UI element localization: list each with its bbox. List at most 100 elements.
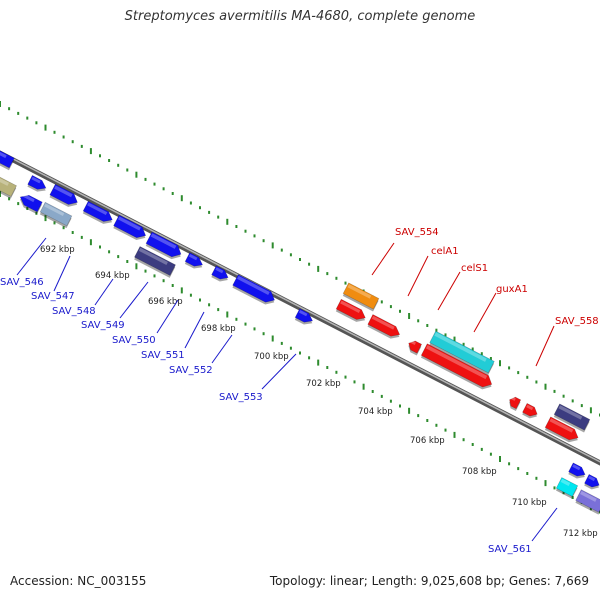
tick-mark [244, 322, 247, 326]
gene-feature[interactable] [544, 416, 581, 446]
tick-mark [217, 215, 220, 219]
gene-feature[interactable] [17, 192, 43, 215]
tick-mark [444, 428, 447, 432]
tick-mark [408, 313, 411, 319]
gene-label-sav-561[interactable]: SAV_561 [488, 544, 532, 555]
gene-feature[interactable] [113, 214, 150, 243]
gene-feature[interactable] [82, 200, 115, 227]
gene-label-sav-551[interactable]: SAV_551 [141, 350, 185, 361]
gene-feature[interactable] [429, 330, 495, 376]
tick-mark [235, 317, 238, 321]
tick-mark [126, 260, 129, 263]
tick-mark [544, 383, 547, 390]
gene-label-sav-550[interactable]: SAV_550 [112, 335, 156, 346]
tick-mark [271, 335, 274, 342]
tick-mark [480, 352, 483, 356]
tick-mark [144, 177, 147, 181]
gene-feature[interactable] [211, 265, 232, 285]
gene-label-sav-546[interactable]: SAV_546 [0, 277, 44, 288]
tick-mark [53, 130, 56, 134]
tick-labels: 692 kbp 694 kbp 696 kbp 698 kbp 700 kbp … [40, 245, 598, 539]
tick-mark [0, 191, 1, 197]
tick-mark [162, 187, 165, 191]
map-title: Streptomyces avermitilis MA-4680, comple… [124, 9, 476, 24]
gene-feature[interactable] [133, 246, 176, 278]
tick-mark [180, 287, 183, 294]
gene-feature[interactable] [583, 473, 600, 492]
gene-label-cels1[interactable]: celS1 [461, 263, 488, 274]
gene-labels[interactable]: SAV_546 SAV_547 SAV_548 SAV_549 SAV_550 … [0, 227, 599, 555]
gene-feature[interactable] [367, 314, 403, 342]
tick-mark [417, 319, 420, 323]
tick-mark [253, 327, 256, 331]
gene-feature[interactable] [342, 282, 380, 312]
tick-mark [299, 258, 301, 261]
gene-feature[interactable] [294, 308, 315, 328]
gene-feature[interactable] [39, 201, 73, 229]
tick-mark [399, 309, 401, 313]
tick-mark [144, 269, 147, 273]
gene-feature[interactable] [145, 231, 185, 262]
genome-backbone [0, 150, 600, 466]
tick-mark [189, 201, 192, 205]
tick-label: 698 kbp [201, 324, 236, 334]
gene-feature[interactable] [568, 462, 589, 482]
gene-feature[interactable] [0, 175, 17, 199]
tick-mark [471, 443, 474, 446]
tick-label: 700 kbp [254, 352, 289, 362]
gene-feature[interactable] [553, 403, 591, 433]
gene-label-sav-549[interactable]: SAV_549 [81, 320, 125, 331]
tick-mark [499, 360, 501, 367]
tick-mark [108, 159, 111, 162]
gene-label-sav-552[interactable]: SAV_552 [169, 365, 213, 376]
tick-mark [126, 168, 129, 172]
tick-mark [80, 144, 83, 148]
tick-mark [462, 342, 465, 346]
gene-feature[interactable] [27, 175, 49, 194]
gene-label-guxa1[interactable]: guxA1 [496, 284, 528, 295]
tick-mark [326, 272, 329, 276]
tick-mark [389, 399, 392, 403]
gene-label-sav-554[interactable]: SAV_554 [395, 227, 439, 238]
gene-feature[interactable] [0, 147, 15, 171]
tick-mark [271, 242, 274, 249]
gene-feature[interactable] [521, 402, 540, 421]
tick-mark [535, 380, 538, 384]
tick-mark [526, 375, 529, 379]
tick-mark [135, 171, 138, 178]
tick-mark [62, 135, 65, 139]
gene-features[interactable] [0, 147, 600, 515]
tick-tracks [0, 101, 600, 514]
tick-mark [0, 101, 1, 107]
gene-feature[interactable] [555, 477, 579, 499]
gene-label-sav-547[interactable]: SAV_547 [31, 291, 75, 302]
gene-label-cela1[interactable]: celA1 [431, 246, 459, 257]
tick-mark [71, 140, 74, 144]
label-leader-lines [16, 237, 558, 542]
tick-mark [289, 346, 292, 350]
tick-mark [435, 328, 438, 332]
gene-label-sav-553[interactable]: SAV_553 [219, 392, 263, 403]
gene-feature[interactable] [506, 395, 522, 412]
tick-mark [162, 279, 165, 283]
tick-mark [26, 116, 29, 120]
gene-label-sav-548[interactable]: SAV_548 [52, 306, 96, 317]
gene-label-sav-558[interactable]: SAV_558 [555, 316, 599, 327]
tick-mark [62, 226, 65, 230]
gene-feature[interactable] [420, 343, 495, 393]
gene-feature[interactable] [335, 298, 368, 325]
gene-feature[interactable] [49, 183, 81, 210]
tick-mark [80, 235, 83, 239]
tick-mark [389, 305, 392, 309]
tick-mark [108, 250, 111, 254]
gene-feature[interactable] [405, 339, 423, 356]
gene-feature[interactable] [575, 489, 600, 515]
gene-feature[interactable] [184, 252, 205, 272]
gene-feature[interactable] [232, 274, 278, 308]
tick-mark [44, 215, 47, 222]
tick-mark [471, 347, 474, 351]
tick-mark [426, 324, 429, 327]
tick-mark [53, 221, 56, 225]
